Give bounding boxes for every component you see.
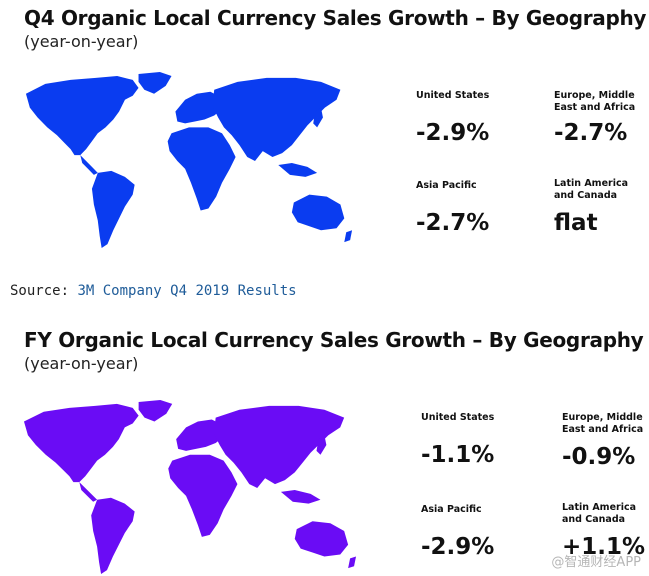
q4-stat-asia-pacific: Asia Pacific -2.7% bbox=[416, 180, 536, 236]
q4-map-greenland bbox=[138, 72, 172, 94]
q4-world-map bbox=[25, 72, 353, 249]
q4-map-australia bbox=[291, 194, 345, 231]
fy-stat-label: Latin America and Canada bbox=[562, 502, 637, 525]
q4-stat-emea: Europe, Middle East and Africa -2.7% bbox=[554, 90, 640, 146]
q4-stat-label: Asia Pacific bbox=[416, 180, 477, 191]
watermark: @智通财经APP bbox=[551, 555, 641, 570]
q4-map-europe bbox=[175, 91, 224, 124]
q4-stat-latin-america-canada: Latin America and Canada flat bbox=[554, 178, 640, 236]
fy-map-greenland bbox=[138, 400, 173, 422]
fy-stat-label: Europe, Middle East and Africa bbox=[562, 412, 644, 435]
q4-map-southeast-asia bbox=[278, 162, 318, 177]
fy-map-europe bbox=[176, 419, 226, 451]
source-label: Source: bbox=[10, 283, 78, 299]
q4-stat-value: -2.7% bbox=[416, 210, 490, 236]
fy-stat-value: -2.9% bbox=[421, 534, 495, 560]
q4-map-asia bbox=[212, 77, 341, 161]
q4-map-central-america bbox=[80, 155, 98, 175]
fy-stat-label: United States bbox=[421, 412, 495, 423]
q4-stat-label: Europe, Middle East and Africa bbox=[554, 90, 636, 113]
fy-panel: FY Organic Local Currency Sales Growth –… bbox=[0, 318, 649, 576]
q4-map-japan bbox=[313, 107, 323, 128]
q4-map-south-america bbox=[91, 170, 135, 249]
q4-stat-label: United States bbox=[416, 90, 490, 101]
fy-map-japan bbox=[316, 435, 327, 455]
q4-subtitle: (year-on-year) bbox=[24, 32, 139, 51]
fy-title: FY Organic Local Currency Sales Growth –… bbox=[24, 328, 644, 352]
q4-stat-label: Latin America and Canada bbox=[554, 178, 629, 201]
fy-map-north-america bbox=[23, 403, 139, 483]
fy-map-new-zealand bbox=[348, 556, 357, 569]
fy-map-south-america bbox=[91, 497, 135, 575]
q4-map-new-zealand bbox=[344, 230, 353, 243]
q4-stat-united-states: United States -2.9% bbox=[416, 90, 536, 146]
fy-map-africa bbox=[168, 454, 238, 537]
q4-stat-value: -2.7% bbox=[554, 120, 628, 146]
source-link[interactable]: 3M Company Q4 2019 Results bbox=[77, 283, 297, 299]
q4-title: Q4 Organic Local Currency Sales Growth –… bbox=[24, 6, 647, 30]
q4-map-africa bbox=[167, 127, 236, 211]
q4-world-map-land bbox=[25, 72, 353, 249]
q4-stat-value: flat bbox=[554, 210, 598, 236]
source-line: Source: 3M Company Q4 2019 Results bbox=[10, 283, 297, 299]
fy-stat-emea: Europe, Middle East and Africa -0.9% bbox=[562, 412, 644, 470]
q4-panel: Q4 Organic Local Currency Sales Growth –… bbox=[0, 0, 649, 270]
fy-world-map-land bbox=[23, 400, 357, 575]
fy-stat-label: Asia Pacific bbox=[421, 504, 482, 515]
fy-stat-value: -0.9% bbox=[562, 444, 636, 470]
q4-map-north-america bbox=[25, 75, 139, 156]
fy-stat-value: +1.1% bbox=[562, 534, 646, 560]
fy-map-southeast-asia bbox=[280, 489, 321, 504]
q4-stat-value: -2.9% bbox=[416, 120, 490, 146]
fy-subtitle: (year-on-year) bbox=[24, 354, 139, 373]
fy-map-central-america bbox=[79, 482, 98, 502]
fy-map-asia bbox=[213, 405, 345, 488]
fy-stat-united-states: United States -1.1% bbox=[421, 412, 541, 468]
fy-stat-latin-america-canada: Latin America and Canada +1.1% bbox=[562, 502, 645, 560]
fy-stat-asia-pacific: Asia Pacific -2.9% bbox=[421, 504, 541, 560]
fy-map-australia bbox=[294, 521, 349, 557]
fy-stat-value: -1.1% bbox=[421, 442, 495, 468]
fy-world-map bbox=[23, 400, 357, 575]
